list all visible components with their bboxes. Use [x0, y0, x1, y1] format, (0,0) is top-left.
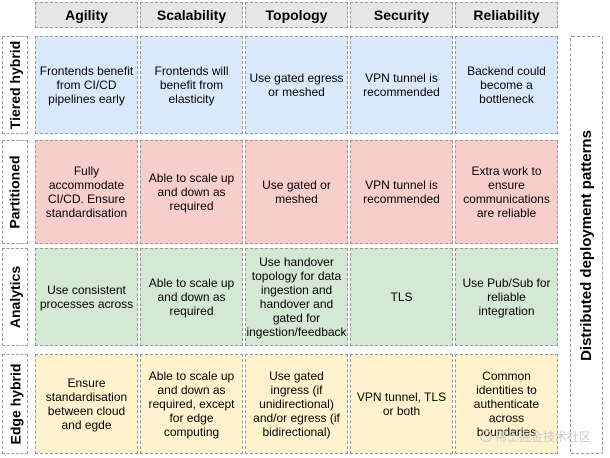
- row-label: Partitioned: [7, 155, 23, 229]
- cell-edge-hybrid-security: VPN tunnel, TLS or both: [350, 354, 453, 454]
- column-header-topology: Topology: [245, 2, 348, 28]
- watermark: 稀土掘金技术社区: [480, 428, 591, 445]
- cell-edge-hybrid-scalability: Able to scale up and down as required, e…: [140, 354, 243, 454]
- side-label-text: Distributed deployment patterns: [578, 129, 596, 361]
- row-label: Edge hybrid: [7, 363, 23, 445]
- watermark-text: 稀土掘金技术社区: [495, 430, 592, 444]
- cell-partitioned-reliability: Extra work to ensure communications are …: [455, 140, 558, 244]
- cell-partitioned-agility: Fully accommodate CI/CD. Ensure standard…: [35, 140, 138, 244]
- column-header-scalability: Scalability: [140, 2, 243, 28]
- row-header-tiered-hybrid: Tiered hybrid: [2, 36, 28, 134]
- cell-partitioned-topology: Use gated or meshed: [245, 140, 348, 244]
- column-header-agility: Agility: [35, 2, 138, 28]
- row-label: Tiered hybrid: [7, 40, 23, 130]
- cell-partitioned-scalability: Able to scale up and down as required: [140, 140, 243, 244]
- side-label-box: Distributed deployment patterns: [570, 36, 603, 454]
- column-header-security: Security: [350, 2, 453, 28]
- watermark-logo-icon: [480, 430, 492, 442]
- cell-tiered-hybrid-agility: Frontends benefit from CI/CD pipelines e…: [35, 36, 138, 134]
- row-header-edge-hybrid: Edge hybrid: [2, 354, 28, 454]
- cell-analytics-scalability: Able to scale up and down as required: [140, 248, 243, 346]
- row-header-partitioned: Partitioned: [2, 140, 28, 244]
- cell-edge-hybrid-topology: Use gated ingress (if unidirectional) an…: [245, 354, 348, 454]
- cell-analytics-security: TLS: [350, 248, 453, 346]
- column-header-reliability: Reliability: [455, 2, 558, 28]
- row-header-analytics: Analytics: [2, 248, 28, 346]
- cell-tiered-hybrid-security: VPN tunnel is recommended: [350, 36, 453, 134]
- cell-partitioned-security: VPN tunnel is recommended: [350, 140, 453, 244]
- cell-analytics-agility: Use consistent processes across: [35, 248, 138, 346]
- row-label: Analytics: [7, 265, 23, 329]
- cell-analytics-reliability: Use Pub/Sub for reliable integration: [455, 248, 558, 346]
- cell-tiered-hybrid-reliability: Backend could become a bottleneck: [455, 36, 558, 134]
- cell-tiered-hybrid-scalability: Frontends will benefit from elasticity: [140, 36, 243, 134]
- cell-edge-hybrid-agility: Ensure standardisation between cloud and…: [35, 354, 138, 454]
- cell-tiered-hybrid-topology: Use gated egress or meshed: [245, 36, 348, 134]
- cell-edge-hybrid-reliability: Common identities to authenticate across…: [455, 354, 558, 454]
- cell-analytics-topology: Use handover topology for data ingestion…: [245, 248, 348, 346]
